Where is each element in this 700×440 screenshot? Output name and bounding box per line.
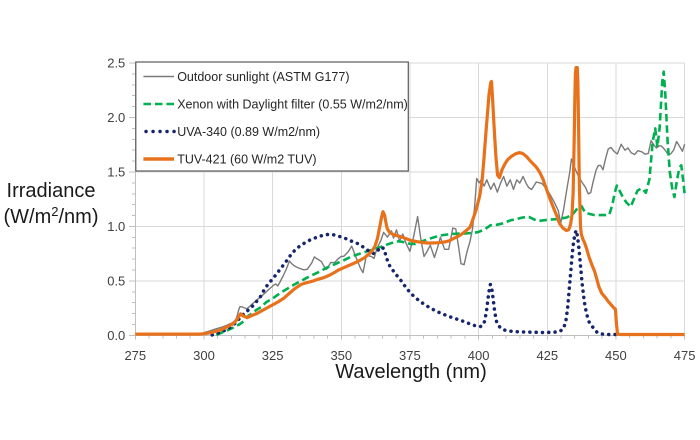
svg-text:Irradiance: Irradiance — [7, 180, 96, 202]
svg-text:UVA-340 (0.89 W/m2/nm): UVA-340 (0.89 W/m2/nm) — [177, 125, 320, 139]
svg-text:1.0: 1.0 — [107, 219, 125, 234]
svg-text:375: 375 — [399, 348, 421, 363]
svg-text:0.0: 0.0 — [107, 328, 125, 343]
svg-text:TUV-421 (60 W/m2 TUV): TUV-421 (60 W/m2 TUV) — [177, 153, 316, 167]
svg-text:350: 350 — [330, 348, 352, 363]
svg-text:(W/m2/nm): (W/m2/nm) — [4, 204, 99, 228]
svg-text:475: 475 — [674, 348, 696, 363]
svg-text:425: 425 — [536, 348, 558, 363]
svg-text:275: 275 — [124, 348, 146, 363]
svg-text:0.5: 0.5 — [107, 273, 125, 288]
svg-text:2.5: 2.5 — [107, 56, 125, 71]
svg-text:2.0: 2.0 — [107, 110, 125, 125]
svg-text:1.5: 1.5 — [107, 165, 125, 180]
svg-text:Outdoor sunlight (ASTM G177): Outdoor sunlight (ASTM G177) — [177, 70, 349, 84]
svg-text:300: 300 — [193, 348, 215, 363]
svg-text:400: 400 — [468, 348, 490, 363]
svg-text:Xenon with Daylight filter (0.: Xenon with Daylight filter (0.55 W/m2/nm… — [177, 98, 408, 112]
svg-text:Wavelength (nm): Wavelength (nm) — [335, 361, 487, 383]
svg-text:450: 450 — [605, 348, 627, 363]
svg-text:325: 325 — [262, 348, 284, 363]
